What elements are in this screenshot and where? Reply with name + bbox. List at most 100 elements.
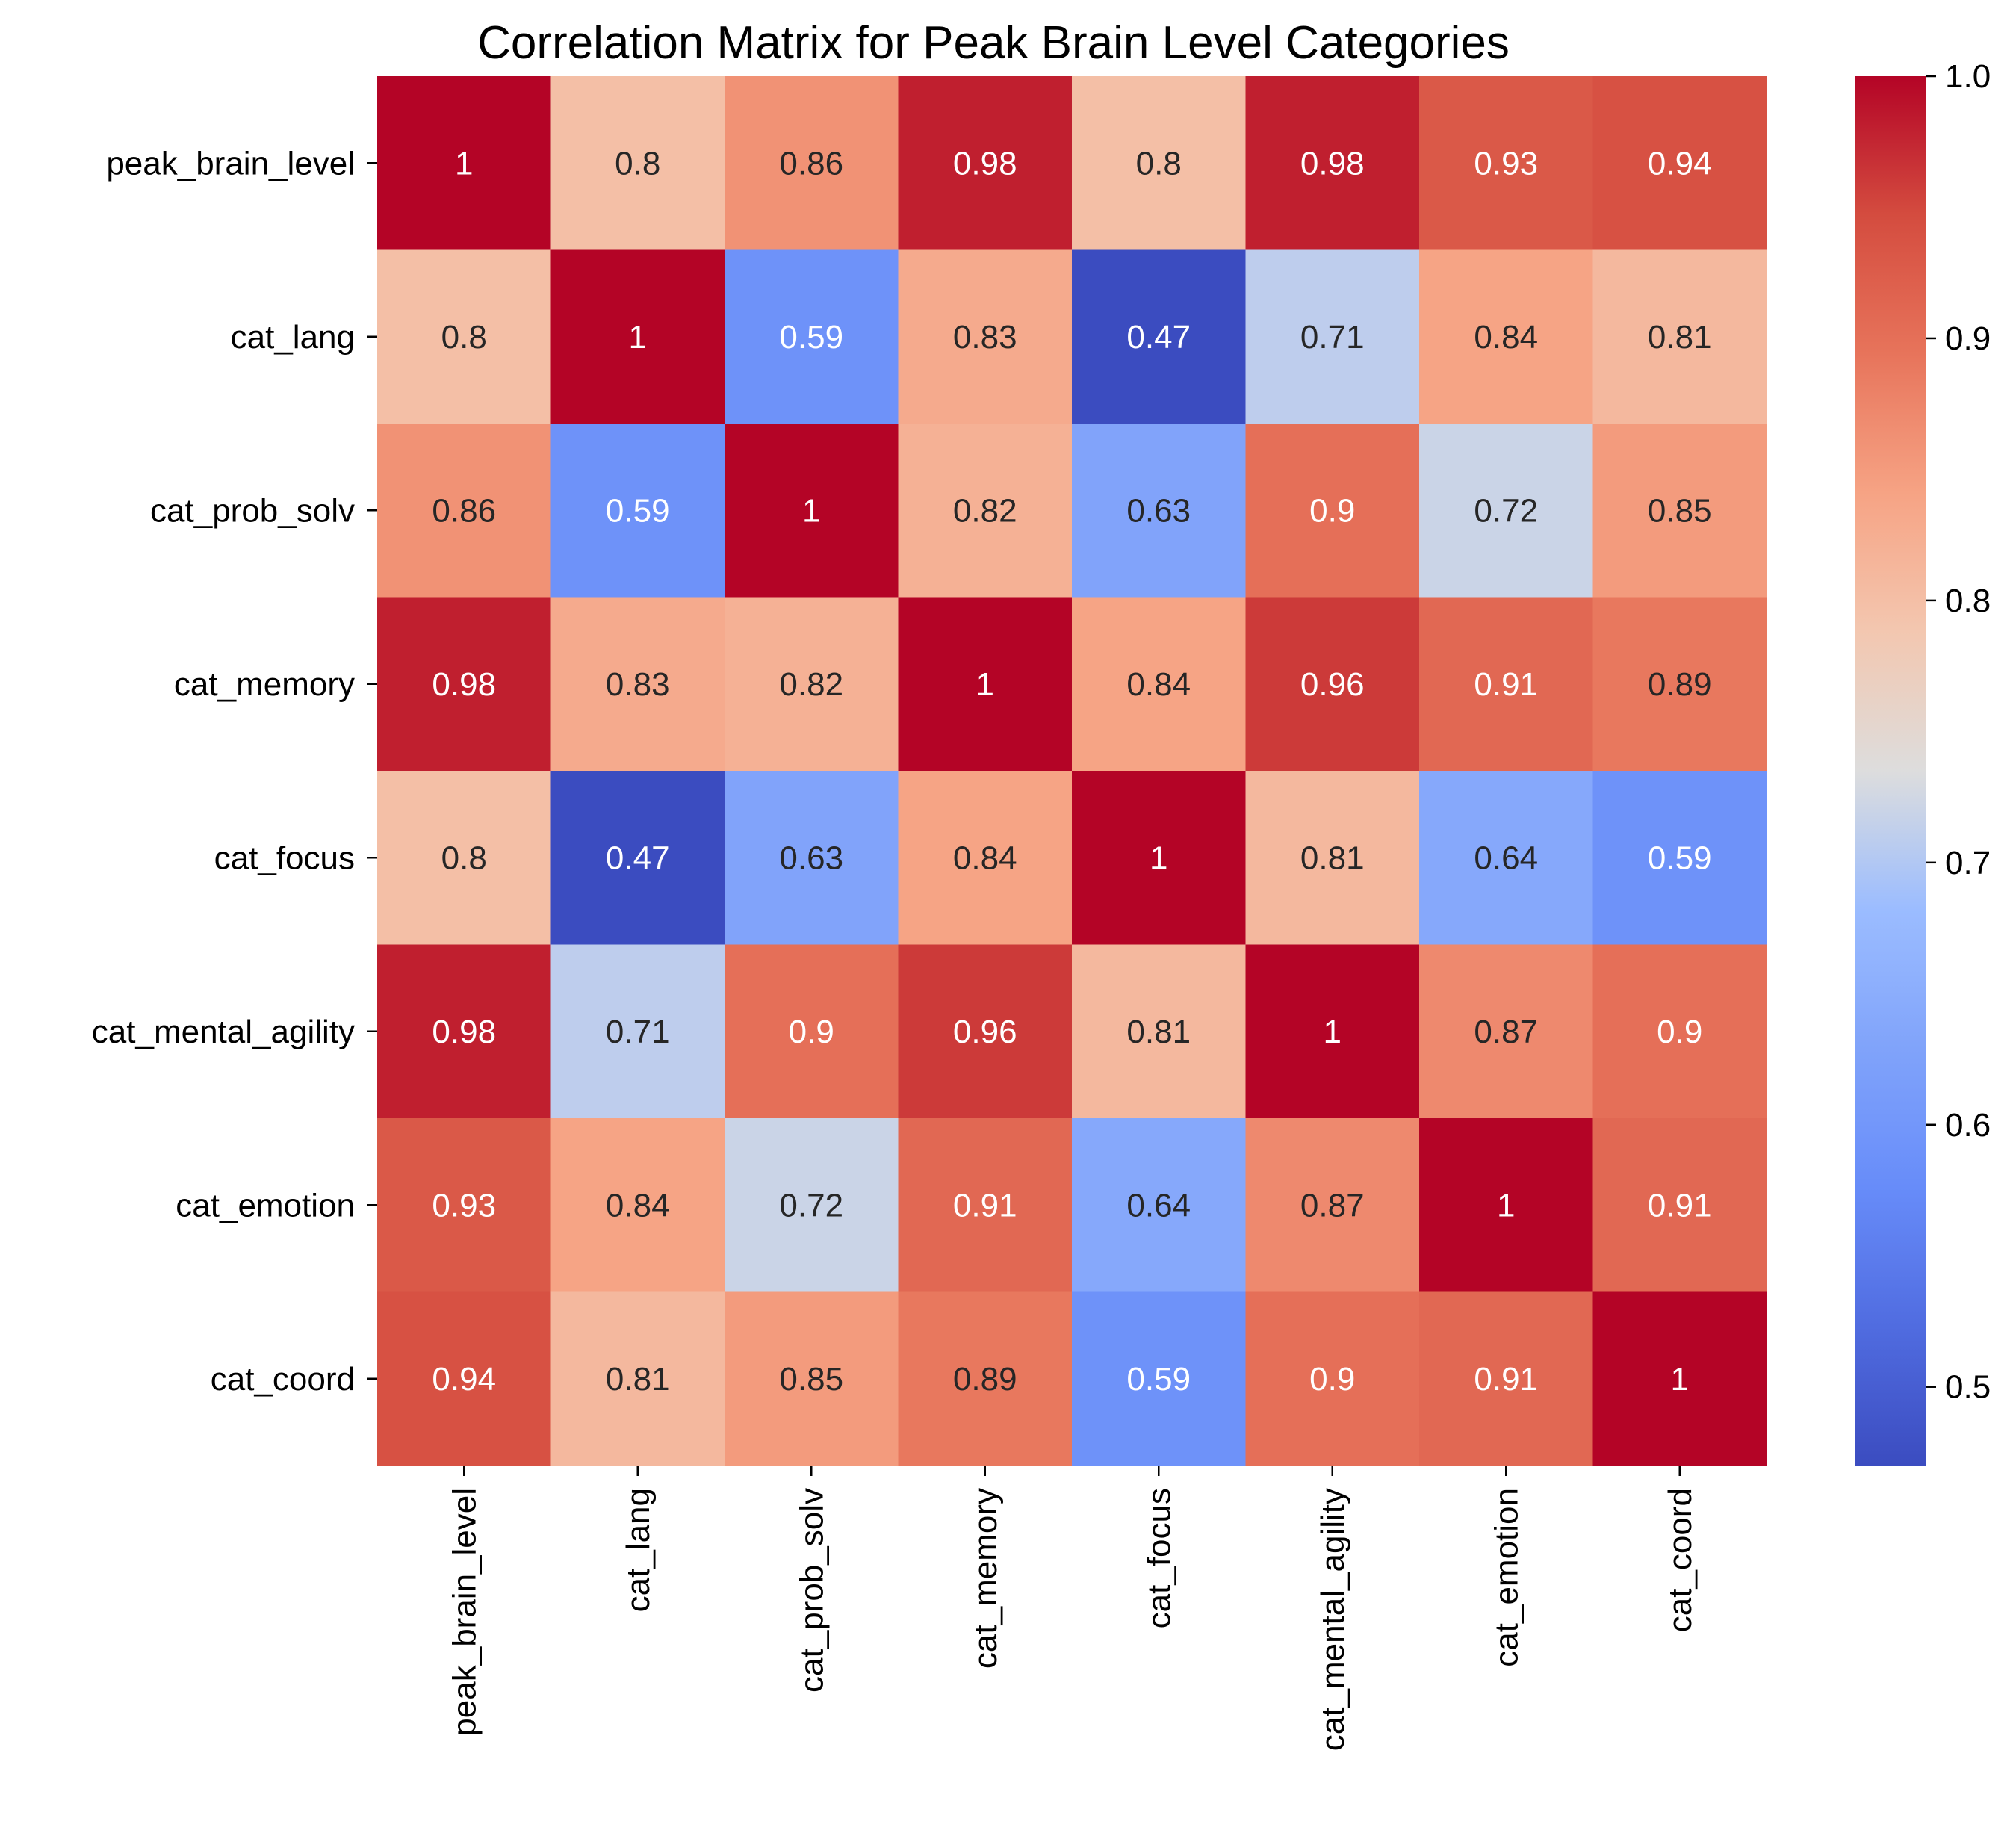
heatmap-value-label-3-6: 0.91 — [1474, 666, 1538, 703]
heatmap-value-label-1-6: 0.84 — [1474, 319, 1538, 356]
heatmap-cell-7-1 — [550, 1291, 725, 1466]
heatmap-cell-6-1 — [550, 1118, 725, 1293]
heatmap-cell-7-4 — [1072, 1291, 1247, 1466]
heatmap-cell-4-7 — [1592, 771, 1767, 946]
heatmap-cell-2-6 — [1419, 424, 1594, 598]
heatmap-cell-2-4 — [1072, 424, 1247, 598]
heatmap-cell-3-1 — [550, 597, 725, 772]
heatmap-cell-4-5 — [1245, 771, 1420, 946]
heatmap-value-label-1-2: 0.59 — [779, 319, 843, 356]
heatmap-value-label-2-2: 1 — [802, 492, 820, 529]
heatmap-value-label-3-7: 0.89 — [1648, 666, 1712, 703]
heatmap-value-label-6-6: 1 — [1497, 1187, 1515, 1224]
col-tick-label-cat_emotion: cat_emotion — [1488, 1488, 1525, 1667]
heatmap-value-label-2-7: 0.85 — [1648, 492, 1712, 529]
heatmap-cell-0-6 — [1419, 76, 1594, 251]
heatmap-value-label-7-5: 0.9 — [1309, 1361, 1355, 1398]
heatmap-cell-3-5 — [1245, 597, 1420, 772]
heatmap-cell-0-0 — [377, 76, 552, 251]
col-tick-label-peak_brain_level: peak_brain_level — [446, 1488, 483, 1737]
heatmap-value-label-7-0: 0.94 — [432, 1361, 496, 1398]
heatmap-cell-5-3 — [898, 944, 1073, 1119]
col-tick-label-cat_coord: cat_coord — [1662, 1488, 1699, 1632]
heatmap-cells: 1 0.8 0.86 0.98 0.8 0.98 0.93 0.940.8 1 0.59 0.83 0… — [377, 76, 1767, 1466]
heatmap-cell-2-1 — [550, 424, 725, 598]
heatmap-value-label-2-5: 0.9 — [1309, 492, 1355, 529]
heatmap-value-label-4-5: 0.81 — [1300, 840, 1365, 876]
heatmap-cell-2-7 — [1592, 424, 1767, 598]
col-tick-label-cat_memory: cat_memory — [967, 1488, 1004, 1669]
heatmap-value-label-0-0: 1 — [455, 145, 473, 182]
heatmap-value-label-7-7: 1 — [1671, 1361, 1689, 1398]
heatmap-cell-4-1 — [550, 771, 725, 946]
colorbar-gradient — [1855, 76, 1926, 1466]
heatmap-cell-3-6 — [1419, 597, 1594, 772]
heatmap-value-label-5-2: 0.9 — [789, 1014, 834, 1050]
heatmap-cell-5-7 — [1592, 944, 1767, 1119]
heatmap-cell-2-2 — [725, 424, 899, 598]
heatmap-cell-5-2 — [725, 944, 899, 1119]
heatmap-cell-0-3 — [898, 76, 1073, 251]
heatmap-cell-4-4 — [1072, 771, 1247, 946]
heatmap-value-label-1-7: 0.81 — [1648, 319, 1712, 356]
heatmap-value-label-6-1: 0.84 — [606, 1187, 670, 1224]
heatmap-cell-0-7 — [1592, 76, 1767, 251]
heatmap-value-label-0-2: 0.86 — [779, 145, 843, 182]
heatmap-value-label-2-6: 0.72 — [1474, 492, 1538, 529]
heatmap-cell-3-2 — [725, 597, 899, 772]
heatmap-value-label-7-6: 0.91 — [1474, 1361, 1538, 1398]
heatmap-cell-0-4 — [1072, 76, 1247, 251]
row-tick-label-peak_brain_level: peak_brain_level — [106, 145, 355, 182]
heatmap-value-label-6-5: 0.87 — [1300, 1187, 1365, 1224]
heatmap-cell-5-5 — [1245, 944, 1420, 1119]
colorbar-tick-label-0: 0.5 — [1945, 1369, 1991, 1406]
heatmap-value-label-5-4: 0.81 — [1126, 1014, 1191, 1050]
column-axis: peak_brain_level cat_lang cat_prob_solv cat… — [446, 1466, 1699, 1751]
heatmap-cell-1-4 — [1072, 249, 1247, 424]
heatmap-value-label-6-0: 0.93 — [432, 1187, 496, 1224]
heatmap-cell-1-6 — [1419, 249, 1594, 424]
heatmap-cell-1-7 — [1592, 249, 1767, 424]
heatmap-value-label-4-3: 0.84 — [953, 840, 1017, 876]
heatmap-value-label-3-4: 0.84 — [1126, 666, 1191, 703]
heatmap-cell-3-4 — [1072, 597, 1247, 772]
row-tick-label-cat_focus: cat_focus — [214, 840, 355, 876]
heatmap-cell-1-3 — [898, 249, 1073, 424]
row-tick-label-cat_emotion: cat_emotion — [176, 1187, 355, 1224]
heatmap-value-label-6-2: 0.72 — [779, 1187, 843, 1224]
heatmap-value-label-3-0: 0.98 — [432, 666, 496, 703]
heatmap-value-label-0-6: 0.93 — [1474, 145, 1538, 182]
heatmap-cell-2-3 — [898, 424, 1073, 598]
heatmap-cell-1-2 — [725, 249, 899, 424]
heatmap-value-label-2-0: 0.86 — [432, 492, 496, 529]
heatmap-cell-5-6 — [1419, 944, 1594, 1119]
colorbar-tick-label-3: 0.8 — [1945, 583, 1991, 619]
heatmap-value-label-0-3: 0.98 — [953, 145, 1017, 182]
heatmap-value-label-4-0: 0.8 — [441, 840, 487, 876]
heatmap-value-label-1-0: 0.8 — [441, 319, 487, 356]
heatmap-value-label-6-3: 0.91 — [953, 1187, 1017, 1224]
row-tick-label-cat_mental_agility: cat_mental_agility — [92, 1014, 355, 1050]
heatmap-cell-6-6 — [1419, 1118, 1594, 1293]
heatmap-cell-7-3 — [898, 1291, 1073, 1466]
heatmap-value-label-6-4: 0.64 — [1126, 1187, 1191, 1224]
heatmap-cell-4-0 — [377, 771, 552, 946]
heatmap-value-label-1-4: 0.47 — [1126, 319, 1191, 356]
heatmap-value-label-1-1: 1 — [629, 319, 647, 356]
heatmap-cell-5-1 — [550, 944, 725, 1119]
chart-title: Correlation Matrix for Peak Brain Level … — [477, 17, 1510, 69]
heatmap-value-label-1-5: 0.71 — [1300, 319, 1365, 356]
heatmap-cell-5-0 — [377, 944, 552, 1119]
row-axis: peak_brain_level cat_lang cat_prob_solvcat… — [92, 145, 377, 1398]
heatmap-value-label-5-5: 1 — [1324, 1014, 1342, 1050]
heatmap-cell-6-2 — [725, 1118, 899, 1293]
heatmap-value-label-4-4: 1 — [1150, 840, 1167, 876]
heatmap-cell-2-0 — [377, 424, 552, 598]
colorbar-tick-label-5: 1.0 — [1945, 58, 1991, 95]
heatmap-value-label-5-1: 0.71 — [606, 1014, 670, 1050]
heatmap-cell-7-0 — [377, 1291, 552, 1466]
heatmap-cell-6-7 — [1592, 1118, 1767, 1293]
heatmap-cell-4-3 — [898, 771, 1073, 946]
heatmap-value-label-2-4: 0.63 — [1126, 492, 1191, 529]
